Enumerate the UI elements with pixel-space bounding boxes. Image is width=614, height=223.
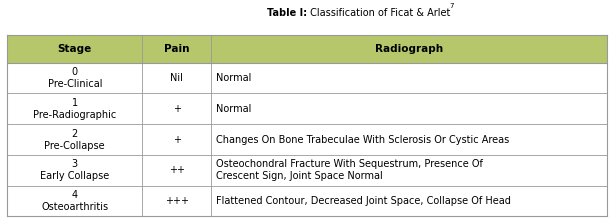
Bar <box>211 155 607 186</box>
Bar <box>7 155 142 186</box>
Bar <box>211 35 607 63</box>
Text: 2
Pre-Collapse: 2 Pre-Collapse <box>44 128 105 151</box>
Text: Radiograph: Radiograph <box>375 44 443 54</box>
Text: +: + <box>173 104 181 114</box>
Text: Flattened Contour, Decreased Joint Space, Collapse Of Head: Flattened Contour, Decreased Joint Space… <box>216 196 511 206</box>
Text: +: + <box>173 134 181 145</box>
Bar <box>211 63 607 93</box>
Bar <box>7 63 142 93</box>
Bar <box>211 93 607 124</box>
Text: 1
Pre-Radiographic: 1 Pre-Radiographic <box>33 98 117 120</box>
Bar <box>7 124 142 155</box>
Bar <box>142 155 211 186</box>
Text: 0
Pre-Clinical: 0 Pre-Clinical <box>47 67 102 89</box>
Bar <box>142 35 211 63</box>
Bar <box>142 124 211 155</box>
Bar <box>7 35 142 63</box>
Text: 3
Early Collapse: 3 Early Collapse <box>40 159 109 181</box>
Text: +++: +++ <box>165 196 188 206</box>
Text: 7: 7 <box>449 3 454 9</box>
Text: Stage: Stage <box>58 44 92 54</box>
Text: Table I:: Table I: <box>267 8 307 18</box>
Bar <box>142 186 211 216</box>
Bar <box>142 93 211 124</box>
Text: Changes On Bone Trabeculae With Sclerosis Or Cystic Areas: Changes On Bone Trabeculae With Sclerosi… <box>216 134 509 145</box>
Text: Normal: Normal <box>216 73 251 83</box>
Text: ++: ++ <box>169 165 185 175</box>
Bar <box>211 124 607 155</box>
Bar <box>7 93 142 124</box>
Text: Pain: Pain <box>164 44 189 54</box>
Text: Nil: Nil <box>170 73 183 83</box>
Bar <box>211 186 607 216</box>
Text: Classification of Ficat & Arlet: Classification of Ficat & Arlet <box>307 8 451 18</box>
Text: 4
Osteoarthritis: 4 Osteoarthritis <box>41 190 108 212</box>
Bar <box>142 63 211 93</box>
Bar <box>7 186 142 216</box>
Text: Osteochondral Fracture With Sequestrum, Presence Of
Crescent Sign, Joint Space N: Osteochondral Fracture With Sequestrum, … <box>216 159 483 181</box>
Text: Normal: Normal <box>216 104 251 114</box>
